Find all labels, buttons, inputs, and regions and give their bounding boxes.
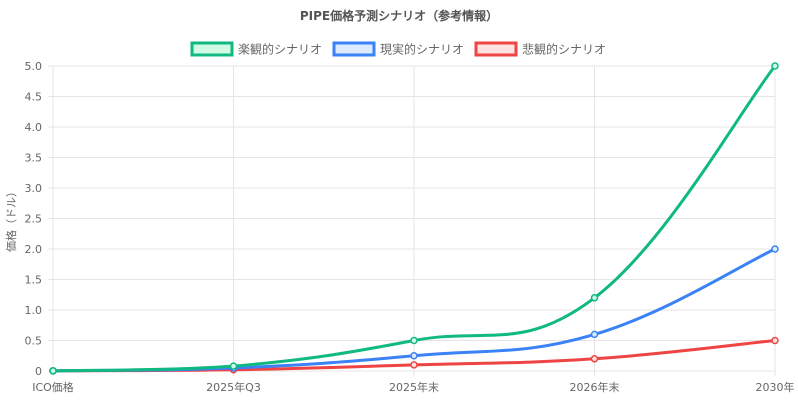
legend-item[interactable]: 現実的シナリオ (332, 41, 464, 57)
y-tick-label: 1.5 (25, 274, 43, 287)
legend-item[interactable]: 悲観的シナリオ (474, 41, 606, 57)
data-point[interactable] (771, 336, 779, 345)
data-point[interactable] (49, 367, 57, 375)
x-tick-label: 2030年 (756, 380, 795, 394)
x-tick-label: 2025年末 (389, 380, 439, 394)
legend-label: 悲観的シナリオ (522, 42, 606, 57)
legend-label: 現実的シナリオ (380, 42, 464, 57)
y-tick-label: 4.0 (25, 121, 43, 134)
series-line (51, 64, 777, 373)
y-tick-label: 5.0 (25, 60, 43, 73)
y-axis-title: 価格（ドル） (4, 186, 18, 252)
grid (48, 65, 776, 376)
data-point[interactable] (590, 355, 599, 363)
y-tick-label: 4.5 (25, 91, 43, 104)
y-tick-label: 3.0 (25, 182, 43, 195)
y-tick-label: 3.5 (25, 152, 43, 165)
legend: 楽観的シナリオ 現実的シナリオ 悲観的シナリオ (190, 41, 606, 57)
y-tick-label: 0 (35, 365, 42, 378)
legend-swatch (190, 41, 234, 57)
x-tick-label: 2026年末 (570, 380, 620, 394)
data-point[interactable] (771, 245, 779, 253)
x-axis: ICO価格 2025年Q3 2025年末 2026年末 2030年 (32, 380, 794, 394)
data-point[interactable] (590, 294, 599, 302)
legend-swatch (474, 41, 518, 57)
data-point[interactable] (410, 336, 418, 345)
y-tick-label: 2.0 (25, 243, 43, 256)
data-point[interactable] (229, 362, 238, 370)
y-tick-label: 2.5 (25, 213, 43, 226)
legend-swatch (332, 41, 376, 57)
legend-item[interactable]: 楽観的シナリオ (190, 41, 322, 57)
y-axis: 0 0.5 1.0 1.5 2.0 2.5 3.0 3.5 4.0 4.5 5.0 (25, 60, 43, 378)
data-point[interactable] (771, 62, 779, 70)
x-tick-label: 2025年Q3 (206, 380, 261, 394)
data-point[interactable] (410, 361, 418, 369)
chart-title: PIPE価格予測シナリオ（参考情報） (300, 8, 498, 23)
y-tick-label: 0.5 (25, 335, 43, 348)
legend-label: 楽観的シナリオ (238, 42, 322, 57)
data-point[interactable] (590, 330, 599, 339)
y-tick-label: 1.0 (25, 304, 43, 317)
series-group (49, 62, 779, 375)
x-tick-label: ICO価格 (32, 380, 74, 394)
series-楽観的シナリオ (49, 62, 779, 375)
data-point[interactable] (410, 352, 418, 360)
